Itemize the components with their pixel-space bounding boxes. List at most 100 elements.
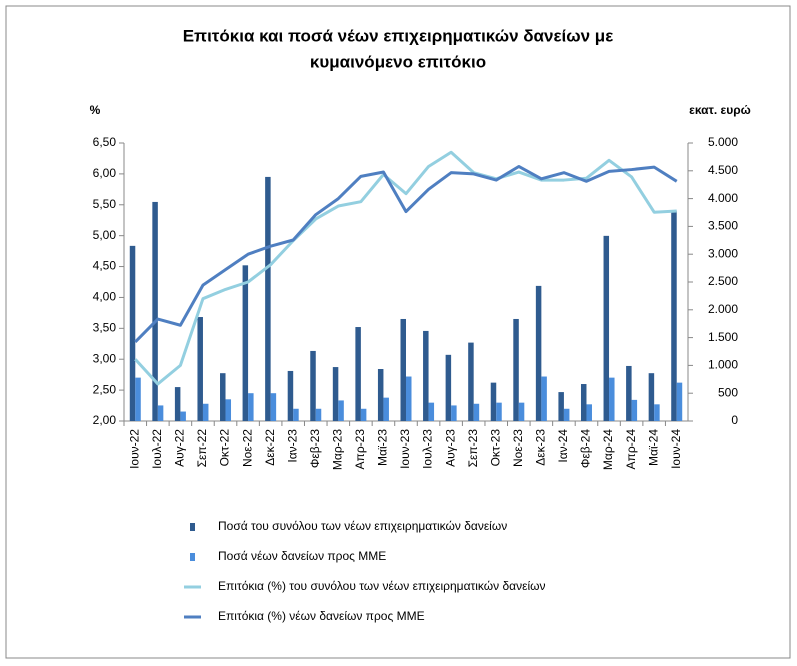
bar [265, 176, 271, 421]
bar [541, 376, 547, 421]
bar [248, 393, 254, 421]
y2-tick-label: 4.000 [708, 191, 738, 205]
x-tick-label: Μαϊ-24 [646, 429, 660, 466]
y-tick-label: 4,00 [93, 290, 117, 304]
bar [603, 235, 610, 421]
bar [451, 405, 457, 421]
y-tick-label: 2,50 [93, 382, 117, 396]
bar [129, 245, 136, 421]
bar [202, 403, 209, 421]
x-tick-label: Μαρ-23 [330, 429, 344, 470]
x-tick-label: Δεκ-23 [534, 429, 548, 466]
bar [287, 370, 294, 421]
y2-tick-label: 0 [731, 413, 738, 427]
chart-title: κυμαινόμενο επιτόκιο [310, 52, 486, 71]
y-tick-label: 6,50 [93, 135, 117, 149]
bar [197, 317, 203, 421]
bar [338, 400, 344, 421]
x-tick-label: Ιουν-22 [127, 429, 141, 469]
bar [445, 354, 452, 421]
y-tick-label: 5,50 [93, 197, 117, 211]
bar [428, 402, 435, 421]
x-tick-label: Ιουλ-22 [150, 429, 164, 469]
bar [558, 392, 564, 421]
y-tick-label: 5,00 [93, 228, 117, 242]
y-tick-label: 2,00 [93, 413, 117, 427]
bar [654, 404, 660, 421]
y2-tick-label: 500 [718, 385, 738, 399]
bar [152, 201, 158, 421]
x-tick-label: Ιαν-23 [285, 429, 299, 463]
chart-title: Επιτόκια και ποσά νέων επιχειρηματικών δ… [183, 26, 614, 45]
x-tick-label: Νοε-22 [240, 429, 254, 467]
x-tick-label: Οκτ-23 [488, 429, 502, 467]
bar [180, 411, 186, 421]
bar [400, 318, 406, 421]
bar [270, 393, 277, 421]
bar [676, 382, 683, 421]
y-tick-label: 3,00 [93, 351, 117, 365]
bar [423, 330, 429, 421]
bar [580, 384, 587, 421]
x-tick-label: Ιουλ-23 [421, 429, 435, 469]
bar [310, 350, 316, 421]
y2-tick-label: 4.500 [708, 163, 738, 177]
x-tick-label: Σεπ-22 [195, 429, 209, 468]
y2-tick-label: 2.500 [708, 274, 738, 288]
bar [473, 403, 480, 421]
bar [626, 365, 632, 421]
y-axis-label: % [90, 103, 101, 117]
bar [157, 405, 164, 421]
bar [496, 402, 502, 421]
bar [355, 327, 361, 421]
y-tick-label: 6,00 [93, 166, 117, 180]
y2-tick-label: 3.000 [708, 246, 738, 260]
line [134, 150, 677, 386]
bar [383, 397, 389, 421]
bar [648, 373, 655, 421]
bar [242, 265, 249, 421]
bar [293, 408, 299, 421]
line [134, 164, 678, 343]
x-tick-label: Αυγ-23 [443, 429, 457, 467]
bar [220, 373, 226, 421]
x-tick-label: Απρ-24 [624, 429, 638, 470]
bar [535, 285, 542, 421]
bar [377, 369, 384, 421]
x-tick-label: Σεπ-23 [466, 429, 480, 468]
bar [490, 382, 497, 421]
bar [225, 399, 232, 421]
y-tick-label: 3,50 [93, 321, 117, 335]
bar [360, 408, 367, 421]
legend-label: Ποσά του συνόλου των νέων επιχειρηματικώ… [218, 519, 507, 533]
legend-swatch [190, 523, 195, 531]
y2-tick-label: 1.000 [708, 358, 738, 372]
x-tick-label: Αυγ-22 [173, 429, 187, 467]
x-tick-label: Δεκ-22 [263, 429, 277, 466]
legend-label: Επιτόκια (%) του συνόλου των νέων επιχει… [218, 579, 546, 593]
y2-tick-label: 3.500 [708, 219, 738, 233]
y-tick-label: 4,50 [93, 259, 117, 273]
x-tick-label: Απρ-23 [353, 429, 367, 470]
x-tick-label: Νοε-23 [511, 429, 525, 467]
bar [468, 342, 474, 421]
y2-tick-label: 1.500 [708, 330, 738, 344]
bar [671, 210, 677, 421]
x-tick-label: Μαϊ-23 [376, 429, 390, 466]
x-tick-label: Οκτ-22 [218, 429, 232, 467]
chart-border [5, 5, 791, 659]
bar [135, 377, 141, 421]
legend-label: Ποσά νέων δανείων προς ΜΜΕ [218, 549, 386, 563]
y2-axis-label: εκατ. ευρώ [689, 103, 751, 117]
bar [631, 399, 638, 421]
bar [609, 377, 615, 421]
y2-tick-label: 5.000 [708, 135, 738, 149]
bar [315, 408, 322, 421]
x-tick-label: Μαρ-24 [601, 429, 615, 470]
bar [586, 404, 592, 421]
y2-tick-label: 2.000 [708, 302, 738, 316]
bar [174, 387, 181, 421]
x-tick-label: Ιουν-24 [669, 429, 683, 469]
bar [518, 402, 525, 421]
